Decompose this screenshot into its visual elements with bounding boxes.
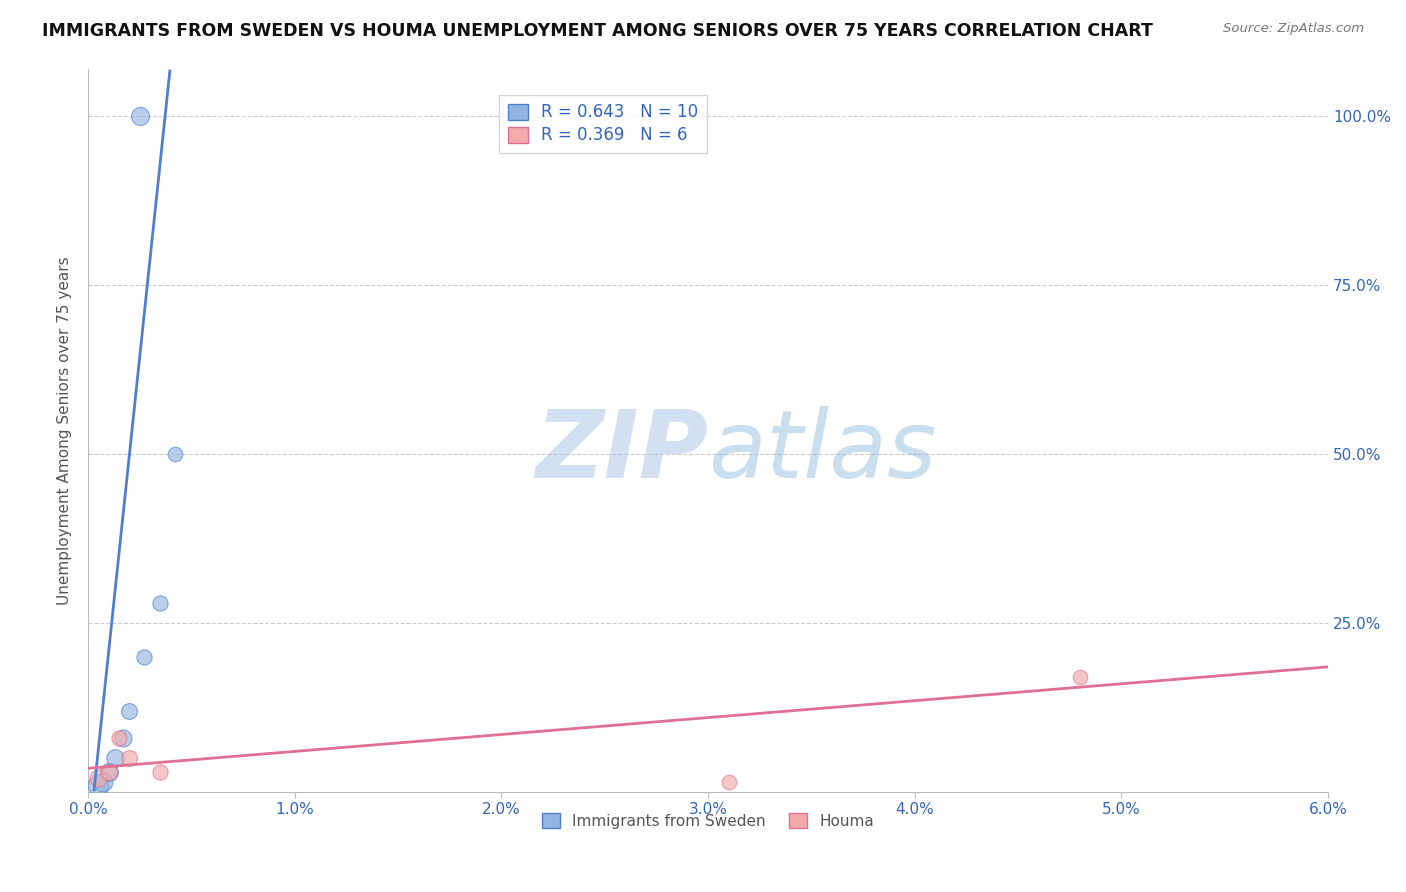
Text: Source: ZipAtlas.com: Source: ZipAtlas.com (1223, 22, 1364, 36)
Point (104, 751, 127, 765)
Point (118, 704, 141, 718)
Point (118, 751, 141, 765)
Point (112, 731, 135, 745)
Point (149, 596, 172, 610)
Point (163, 447, 186, 461)
Point (97, 764, 120, 779)
Point (91, 774, 114, 789)
Point (87, 772, 110, 786)
Text: ZIP: ZIP (536, 406, 709, 498)
Point (97, 764, 120, 779)
Point (87, 778, 110, 792)
Point (128, 109, 150, 123)
Text: IMMIGRANTS FROM SWEDEN VS HOUMA UNEMPLOYMENT AMONG SENIORS OVER 75 YEARS CORRELA: IMMIGRANTS FROM SWEDEN VS HOUMA UNEMPLOY… (42, 22, 1153, 40)
Point (1069, 670, 1091, 684)
Legend: Immigrants from Sweden, Houma: Immigrants from Sweden, Houma (536, 807, 880, 835)
Y-axis label: Unemployment Among Seniors over 75 years: Unemployment Among Seniors over 75 years (58, 256, 72, 605)
Point (717, 774, 740, 789)
Point (108, 731, 131, 745)
Point (132, 649, 155, 664)
Point (149, 764, 172, 779)
Text: atlas: atlas (709, 407, 936, 498)
